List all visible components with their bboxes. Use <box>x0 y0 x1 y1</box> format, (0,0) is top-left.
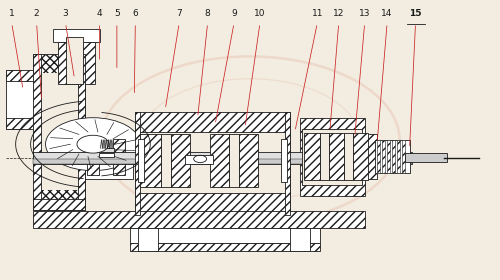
Bar <box>402 140 405 173</box>
Bar <box>99 153 114 157</box>
Bar <box>136 112 140 215</box>
Bar <box>66 37 83 84</box>
Bar <box>33 199 86 210</box>
Bar <box>136 112 290 215</box>
Bar <box>138 228 158 251</box>
Bar <box>397 140 400 173</box>
Bar <box>344 133 352 180</box>
Text: 5: 5 <box>114 9 119 18</box>
Bar <box>138 139 144 182</box>
Bar <box>86 130 133 179</box>
Bar <box>285 112 290 215</box>
Bar <box>33 152 412 164</box>
Bar <box>304 133 320 180</box>
Circle shape <box>46 118 140 171</box>
Bar <box>282 139 288 182</box>
Circle shape <box>77 135 109 153</box>
Bar <box>53 29 100 43</box>
Text: 12: 12 <box>333 9 344 18</box>
Bar <box>362 134 377 179</box>
Text: 4: 4 <box>96 9 102 18</box>
Text: 8: 8 <box>204 9 210 18</box>
Text: 11: 11 <box>312 9 323 18</box>
Bar <box>87 139 100 175</box>
Bar <box>382 140 385 173</box>
Bar <box>360 140 364 176</box>
Bar <box>33 54 40 210</box>
Bar <box>320 133 329 180</box>
Bar <box>392 140 395 173</box>
Bar <box>6 118 33 129</box>
Bar <box>229 134 239 187</box>
Bar <box>33 159 412 164</box>
Text: 9: 9 <box>231 9 237 18</box>
Text: 13: 13 <box>359 9 370 18</box>
Bar <box>58 43 96 84</box>
Bar <box>161 134 171 187</box>
Bar <box>377 140 380 173</box>
Bar <box>210 134 229 187</box>
Bar <box>138 132 288 193</box>
Text: 3: 3 <box>62 9 68 18</box>
Bar <box>6 70 33 81</box>
Text: 14: 14 <box>382 9 393 18</box>
Text: 2: 2 <box>34 9 40 18</box>
Bar <box>185 155 212 164</box>
Bar <box>329 133 344 180</box>
Bar <box>33 54 86 210</box>
Bar <box>239 134 258 187</box>
Text: 10: 10 <box>254 9 266 18</box>
Bar <box>404 153 447 162</box>
Bar <box>352 133 368 180</box>
Bar <box>302 129 362 185</box>
Bar <box>33 73 86 190</box>
Bar <box>113 139 126 175</box>
Text: 15: 15 <box>410 9 422 18</box>
Bar <box>374 140 410 173</box>
Bar <box>99 148 114 152</box>
Text: 1: 1 <box>9 9 15 18</box>
Bar <box>33 211 364 228</box>
Bar <box>171 134 190 187</box>
Polygon shape <box>6 70 33 129</box>
Text: 7: 7 <box>176 9 182 18</box>
Bar <box>140 134 161 187</box>
Bar <box>290 228 310 251</box>
Bar <box>387 140 390 173</box>
Bar <box>300 118 364 196</box>
Text: 6: 6 <box>132 9 138 18</box>
Bar <box>130 228 320 243</box>
Bar <box>130 243 320 251</box>
Bar <box>78 54 86 210</box>
